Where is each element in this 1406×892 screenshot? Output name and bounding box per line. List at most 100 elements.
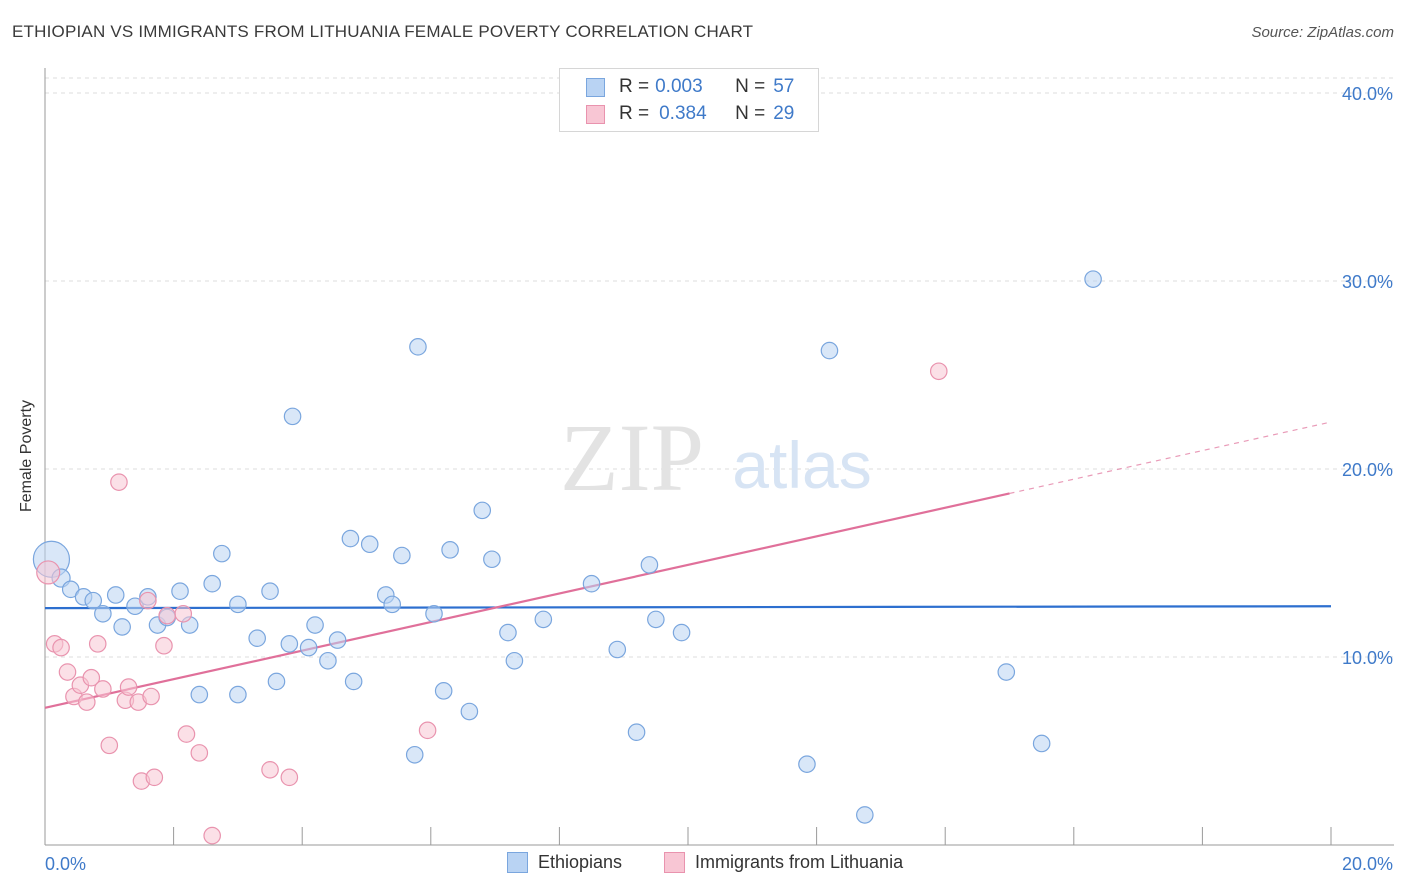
- lithuania-point: [100, 736, 119, 755]
- lithuania-point: [145, 768, 164, 787]
- ethiopian-point: [672, 623, 691, 642]
- ethiopian-point: [409, 338, 427, 356]
- lithuania-point: [36, 560, 61, 585]
- ethiopian-point: [425, 604, 443, 623]
- lithuania-point: [119, 678, 138, 696]
- ethiopian-point: [798, 755, 816, 773]
- lithuania-point: [58, 663, 77, 681]
- ethiopian-point: [341, 529, 360, 548]
- lithuania-point: [142, 687, 160, 706]
- lithuania-point: [261, 761, 279, 779]
- legend-item-ethiopians: Ethiopians: [507, 852, 622, 873]
- ethiopian-point: [171, 582, 189, 601]
- ethiopian-point: [84, 591, 103, 610]
- ethiopian-point: [820, 341, 839, 360]
- ethiopian-point: [229, 595, 247, 614]
- pink-swatch-icon: [586, 104, 605, 124]
- ethiopian-point: [306, 616, 324, 634]
- lithuania-trend-line-solid: [44, 492, 1010, 709]
- ethiopian-point: [647, 610, 665, 629]
- blue-swatch-icon: [586, 77, 605, 97]
- ethiopian-point: [248, 629, 266, 648]
- lithuania-trend-line-dashed: [1009, 421, 1332, 495]
- lithuania-point: [177, 725, 196, 743]
- ethiopian-point: [280, 635, 299, 653]
- grid-lines: [45, 77, 1394, 658]
- ethiopian-point: [261, 582, 279, 601]
- x-tick-label: 0.0%: [45, 854, 86, 874]
- correlation-legend: R = 0.003 N = 57 R = 0.384 N = 29: [559, 68, 819, 132]
- y-tick-label: 30.0%: [1342, 272, 1393, 292]
- lithuania-point: [174, 604, 193, 623]
- ethiopian-point: [997, 663, 1016, 681]
- ethiopian-point: [383, 595, 402, 614]
- ethiopian-point: [203, 574, 221, 593]
- source-credit: Source: ZipAtlas.com: [1251, 24, 1394, 41]
- ethiopian-point: [1032, 734, 1051, 753]
- ethiopian-point: [344, 672, 363, 691]
- data-points: [32, 270, 1102, 845]
- lithuania-point: [52, 638, 70, 657]
- ethiopian-point: [213, 544, 231, 563]
- ethiopian-point: [608, 640, 627, 659]
- ethiopian-trend-line-solid: [44, 605, 1332, 610]
- ethiopian-point: [328, 631, 347, 649]
- legend-label-lithuania: Immigrants from Lithuania: [695, 852, 904, 872]
- pink-swatch-icon: [664, 852, 685, 873]
- lithuania-point: [190, 744, 209, 762]
- watermark-zip: ZIP: [560, 404, 704, 511]
- lithuania-point: [929, 362, 948, 381]
- ethiopian-point: [405, 745, 424, 764]
- ethiopian-point: [61, 580, 80, 599]
- tick-labels: 10.0% 20.0% 30.0% 40.0% 0.0% 20.0%: [45, 84, 1393, 874]
- n-value: 57: [773, 76, 795, 97]
- ethiopian-point: [640, 556, 659, 574]
- r-value: 0.003: [655, 76, 703, 97]
- y-tick-label: 10.0%: [1342, 648, 1393, 668]
- lithuania-point: [139, 591, 157, 610]
- r-label: R =: [619, 103, 650, 124]
- ethiopian-point: [1084, 270, 1102, 288]
- r-value: 0.384: [659, 103, 707, 124]
- lithuania-point: [155, 636, 173, 655]
- ethiopian-point: [94, 604, 112, 623]
- ethiopian-point: [393, 546, 411, 565]
- watermark-atlas: atlas: [732, 428, 871, 502]
- ethiopian-point: [582, 574, 601, 593]
- lithuania-point: [88, 635, 107, 653]
- ethiopian-point: [113, 618, 131, 636]
- lithuania-point: [94, 680, 112, 698]
- lithuania-point: [418, 721, 437, 740]
- lithuania-point: [280, 768, 299, 787]
- lithuania-point: [203, 826, 221, 845]
- ethiopian-point: [460, 702, 479, 721]
- ethiopian-point: [441, 541, 459, 559]
- ethiopian-point: [190, 685, 209, 704]
- trend-lines: [44, 421, 1332, 709]
- legend-row-ethiopians: R = 0.003 N = 57: [586, 74, 794, 100]
- y-tick-label: 20.0%: [1342, 460, 1393, 480]
- y-tick-label: 40.0%: [1342, 84, 1393, 104]
- ethiopian-point: [299, 638, 318, 657]
- ethiopian-point: [229, 685, 247, 704]
- n-label: N =: [735, 76, 766, 97]
- ethiopian-point: [283, 407, 302, 426]
- chart-title: ETHIOPIAN VS IMMIGRANTS FROM LITHUANIA F…: [12, 22, 754, 41]
- ethiopian-point: [499, 623, 517, 642]
- legend-row-lithuania: R = 0.384 N = 29: [586, 101, 794, 127]
- ethiopian-point: [473, 501, 492, 520]
- lithuania-point: [77, 693, 96, 711]
- ethiopian-point: [627, 723, 646, 742]
- lithuania-point: [82, 668, 101, 687]
- n-value: 29: [773, 103, 795, 124]
- ethiopian-point: [360, 535, 379, 554]
- ethiopian-point: [106, 586, 125, 604]
- ethiopian-point: [434, 682, 453, 700]
- ethiopian-point: [267, 672, 286, 691]
- series-legend: Ethiopians Immigrants from Lithuania: [0, 852, 1406, 876]
- ethiopian-point: [534, 610, 553, 629]
- ethiopian-point: [505, 651, 524, 670]
- ethiopian-point: [856, 806, 874, 824]
- legend-label-ethiopians: Ethiopians: [538, 852, 623, 872]
